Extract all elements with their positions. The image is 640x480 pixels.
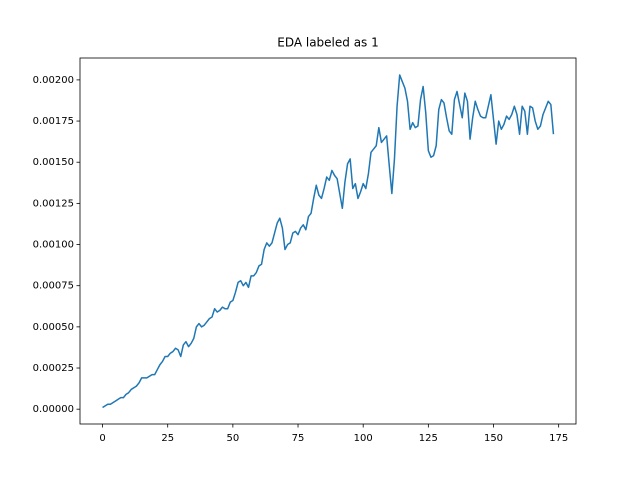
x-tick-label: 75 bbox=[292, 433, 305, 444]
y-tick-label: 0.00150 bbox=[33, 157, 74, 168]
x-tick-label: 25 bbox=[161, 433, 174, 444]
y-tick-label: 0.00075 bbox=[33, 281, 74, 292]
y-tick-label: 0.00025 bbox=[33, 363, 74, 374]
data-line bbox=[102, 74, 555, 409]
axes-box bbox=[79, 57, 577, 425]
x-tick-label: 150 bbox=[484, 433, 503, 444]
y-tick-label: 0.00000 bbox=[33, 404, 74, 415]
y-tick-label: 0.00100 bbox=[33, 240, 74, 251]
y-tick-label: 0.00200 bbox=[33, 75, 74, 86]
y-tick-label: 0.00175 bbox=[33, 116, 74, 127]
axes-frame bbox=[79, 57, 577, 425]
y-tick-label: 0.00050 bbox=[33, 322, 74, 333]
x-tick-label: 50 bbox=[226, 433, 239, 444]
y-tick-label: 0.00125 bbox=[33, 198, 74, 209]
x-tick-label: 175 bbox=[549, 433, 568, 444]
x-tick-label: 125 bbox=[419, 433, 438, 444]
chart-title: EDA labeled as 1 bbox=[277, 36, 379, 50]
x-tick-label: 100 bbox=[354, 433, 373, 444]
x-tick-label: 0 bbox=[99, 433, 105, 444]
